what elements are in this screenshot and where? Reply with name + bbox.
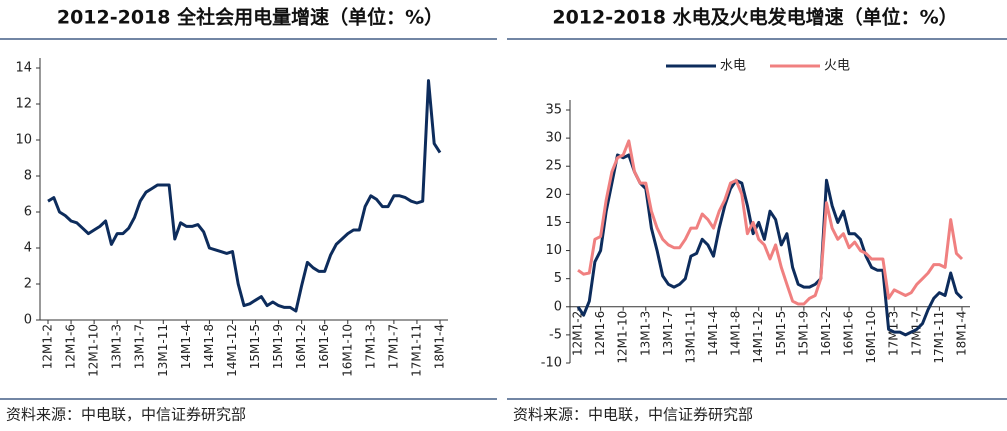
x-tick-label: 15M1-9: [271, 324, 285, 369]
x-tick-label: 12M1-2: [41, 324, 55, 369]
x-tick-label: 16M1-2: [819, 311, 833, 356]
x-tick-label: 14M1-8: [729, 311, 743, 356]
x-tick-label: 14M1-12: [225, 324, 239, 377]
x-tick-label: 12M1-6: [593, 311, 607, 356]
chart-title: 2012-2018 水电及火电发电增速（单位：%）: [552, 6, 957, 29]
x-tick-label: 13M1-7: [133, 324, 147, 369]
source-note: 资料来源：中电联，中信证券研究部: [513, 406, 753, 424]
x-tick-label: 14M1-12: [751, 311, 765, 364]
y-tick-label: -10: [541, 356, 562, 371]
chart-title: 2012-2018 全社会用电量增速（单位：%）: [57, 6, 443, 29]
y-tick-label: 6: [24, 205, 32, 220]
x-tick-label: 17M1-7: [386, 324, 400, 369]
y-tick-label: -5: [549, 327, 562, 342]
data-line: [576, 153, 964, 337]
x-tick-label: 13M1-3: [110, 324, 124, 369]
x-tick-label: 17M1-7: [909, 311, 923, 356]
x-tick-label: 16M1-10: [340, 324, 354, 377]
y-tick-label: 10: [545, 243, 562, 258]
x-tick-label: 16M1-10: [864, 311, 878, 364]
data-line: [577, 139, 964, 306]
x-tick-label: 17M1-11: [409, 324, 423, 377]
y-tick-label: 12: [15, 97, 32, 112]
legend-label: 水电: [720, 59, 746, 74]
x-tick-label: 16M1-6: [317, 324, 331, 369]
x-tick-label: 15M1-9: [796, 311, 810, 356]
x-tick-label: 15M1-5: [248, 324, 262, 369]
data-line: [47, 79, 442, 313]
x-tick-label: 17M1-11: [932, 311, 946, 364]
source-note: 资料来源：中电联，中信证券研究部: [6, 406, 246, 424]
x-tick-label: 17M1-3: [363, 324, 377, 369]
y-tick-label: 20: [545, 187, 562, 202]
x-tick-label: 12M1-10: [87, 324, 101, 377]
y-tick-label: 0: [554, 299, 562, 314]
y-tick-label: 4: [24, 241, 32, 256]
legend-label: 火电: [824, 59, 850, 74]
y-tick-label: 0: [24, 313, 32, 328]
x-tick-label: 12M1-2: [571, 311, 585, 356]
x-tick-label: 16M1-2: [294, 324, 308, 369]
y-tick-label: 8: [24, 169, 32, 184]
x-tick-label: 14M1-4: [706, 311, 720, 356]
x-tick-label: 14M1-4: [179, 324, 193, 369]
y-tick-label: 30: [545, 131, 562, 146]
y-tick-label: 10: [15, 133, 32, 148]
x-tick-label: 12M1-6: [64, 324, 78, 369]
x-tick-label: 16M1-6: [842, 311, 856, 356]
x-tick-label: 14M1-8: [202, 324, 216, 369]
y-tick-label: 14: [15, 61, 32, 76]
x-tick-label: 18M1-4: [433, 324, 447, 369]
y-tick-label: 25: [545, 159, 562, 174]
x-tick-label: 18M1-4: [955, 311, 969, 356]
y-tick-label: 5: [554, 271, 562, 286]
x-tick-label: 13M1-7: [661, 311, 675, 356]
x-tick-label: 15M1-5: [774, 311, 788, 356]
x-tick-label: 12M1-10: [616, 311, 630, 364]
y-tick-label: 15: [545, 215, 562, 230]
y-tick-label: 35: [545, 103, 562, 118]
x-tick-label: 13M1-3: [638, 311, 652, 356]
x-tick-label: 13M1-11: [683, 311, 697, 364]
x-tick-label: 13M1-11: [156, 324, 170, 377]
y-tick-label: 2: [24, 277, 32, 292]
